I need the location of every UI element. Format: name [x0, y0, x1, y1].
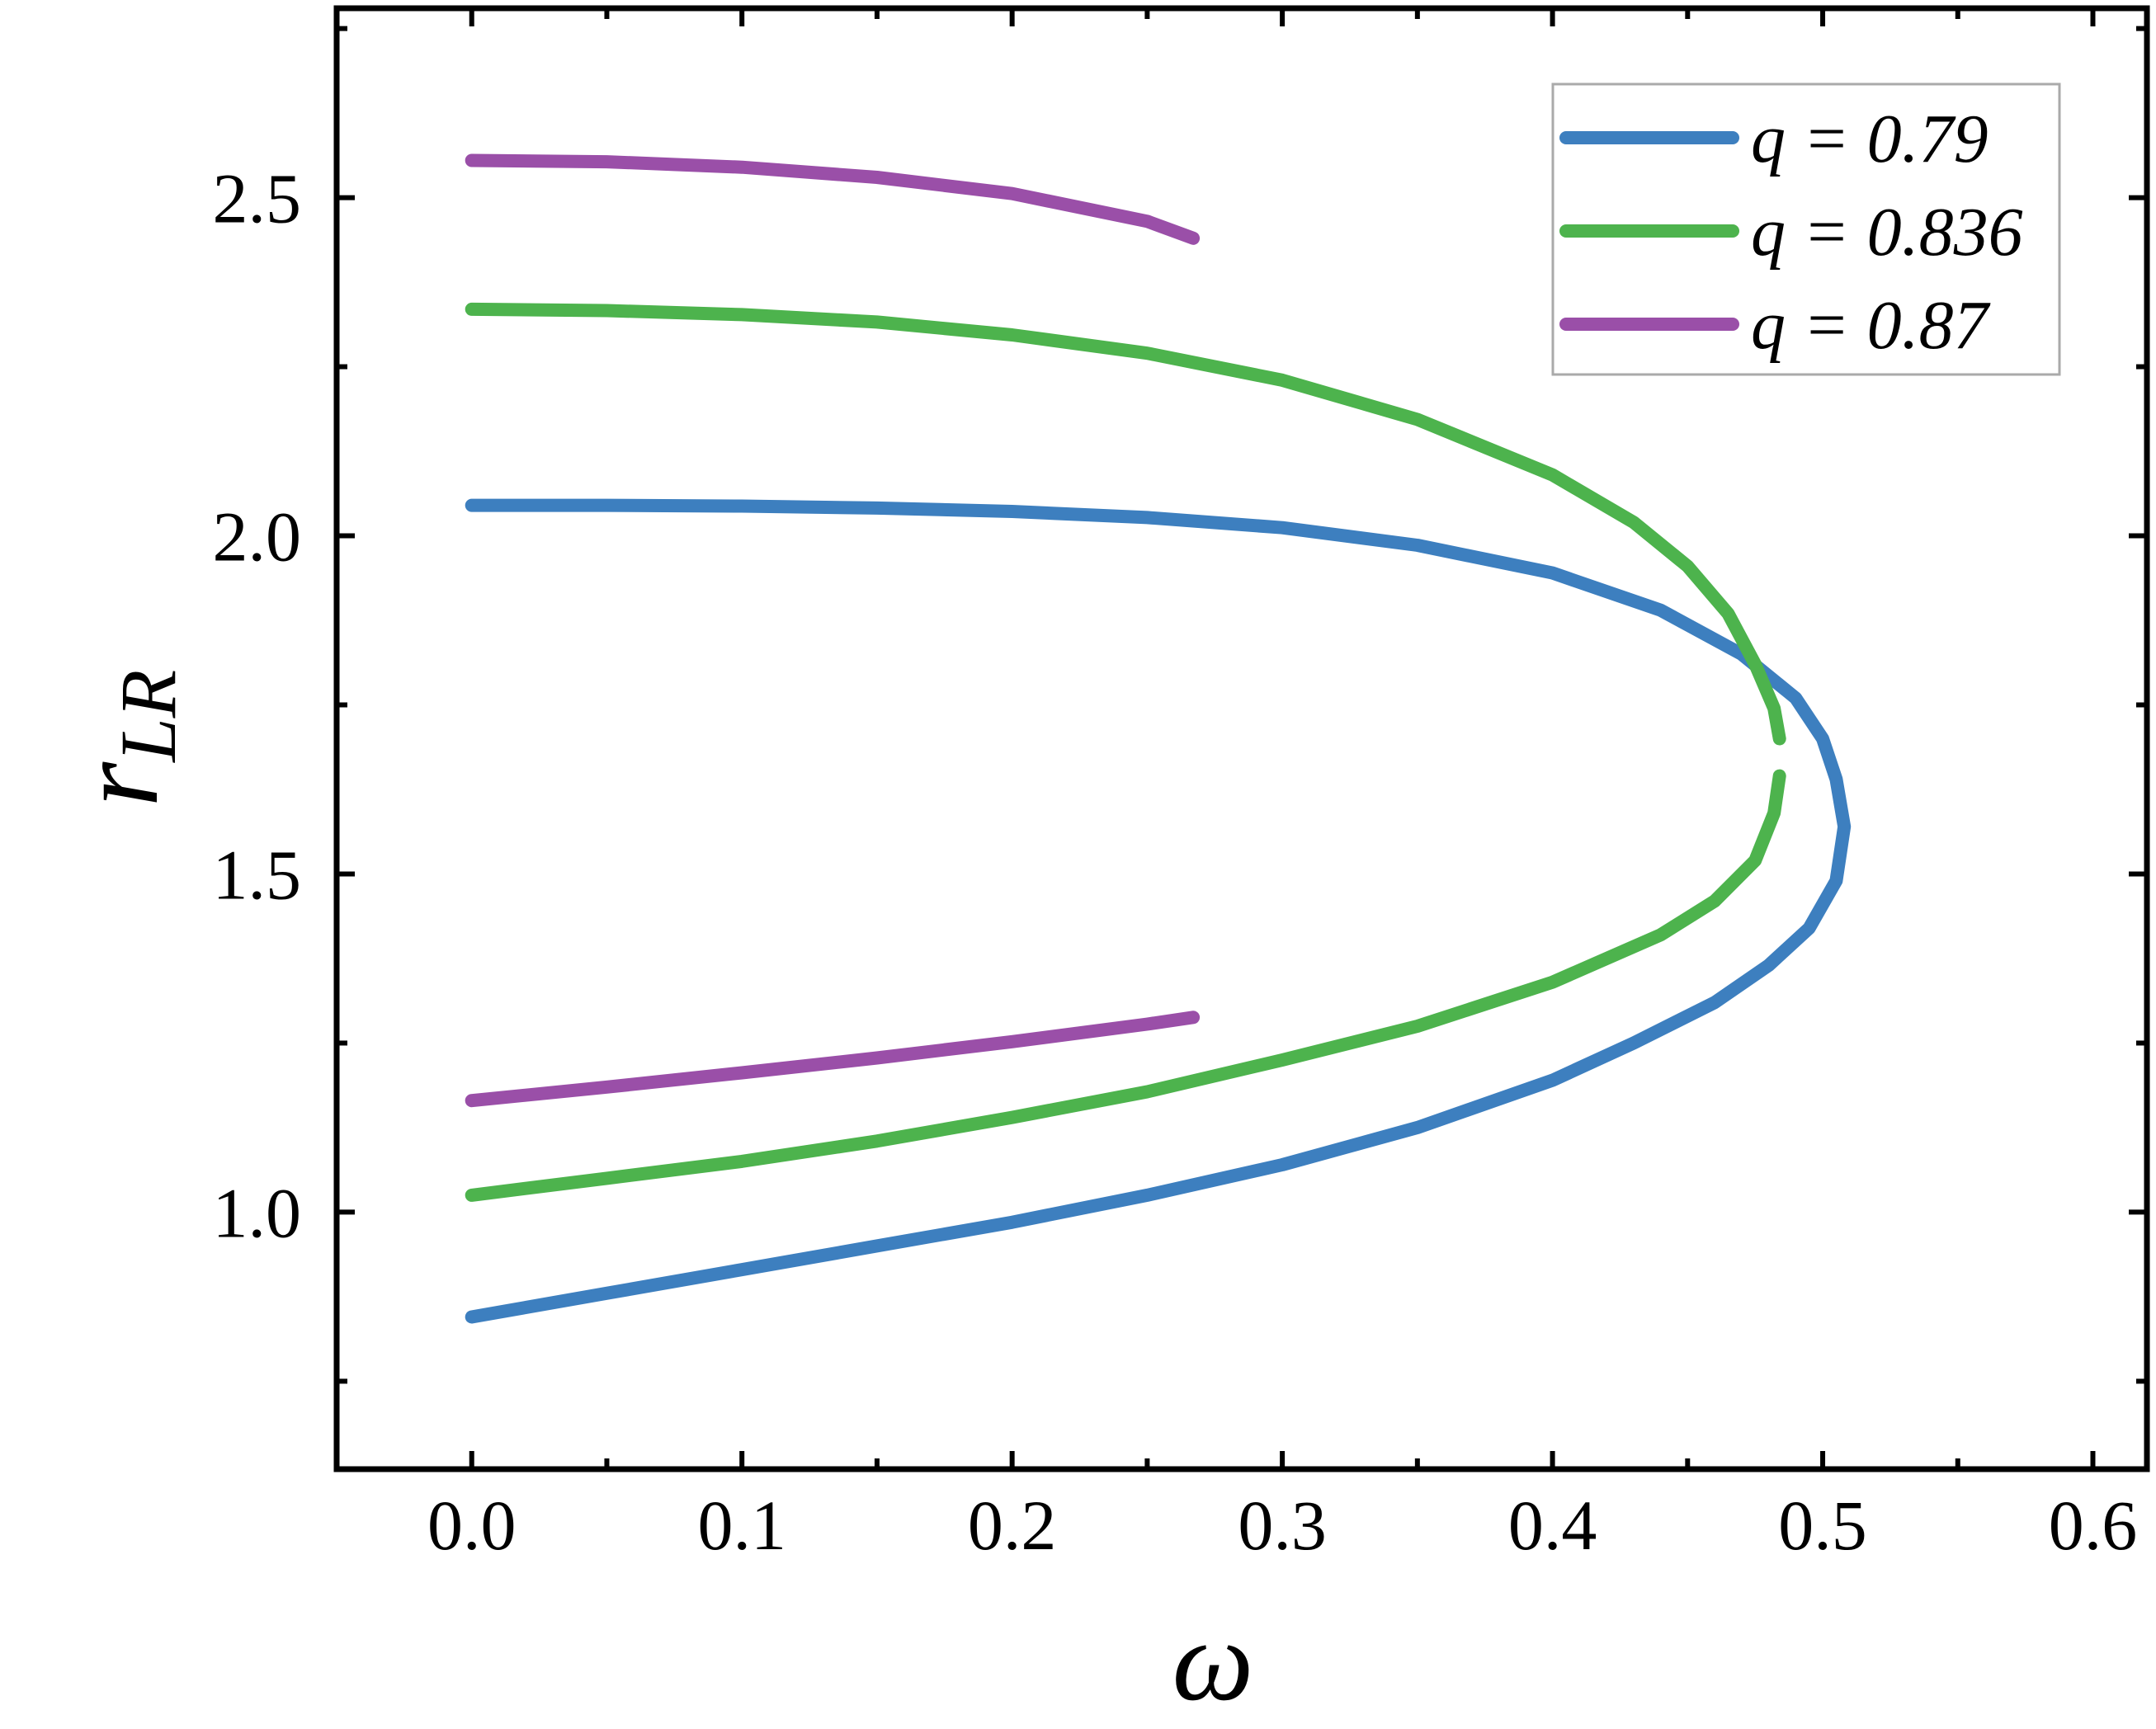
legend: q = 0.79 q = 0.836 q = 0.87: [1551, 82, 2061, 376]
series-3-line-2: [465, 1011, 1201, 1108]
x-tick-label: 0.3: [1238, 1486, 1327, 1565]
y-tick-label: 1.5: [213, 835, 302, 914]
legend-entries: q = 0.79 q = 0.836 q = 0.87: [1559, 101, 2023, 364]
x-tick-label: 0.0: [427, 1486, 517, 1565]
x-tick-label: 0.5: [1778, 1486, 1867, 1565]
x-tick-label: 0.1: [697, 1486, 786, 1565]
series-1: [465, 498, 1852, 1324]
y-tick-label: 2.5: [213, 159, 302, 238]
series-1-line-1: [465, 498, 1852, 1324]
legend-label-3: q = 0.87: [1751, 287, 1991, 364]
plot-frame: [333, 5, 2150, 1472]
y-axis-title-main: r: [54, 761, 182, 807]
series-2: [465, 302, 1786, 1202]
legend-label-2: q = 0.836: [1751, 194, 2023, 271]
ticks-layer: 0.0 0.1 0.2 0.3 0.4 0.5 0.6 1.0 1.5 2.0 2.5: [213, 8, 2147, 1565]
y-axis-title-sub: LR: [104, 670, 192, 764]
y-tick-label: 2.0: [213, 497, 302, 577]
series-3: [465, 153, 1201, 1108]
legend-label-1: q = 0.79: [1751, 101, 1989, 177]
series-2-line-1: [465, 302, 1786, 746]
x-tick-label: 0.6: [2049, 1486, 2138, 1565]
y-axis-title: rLR: [54, 670, 192, 808]
x-axis-title: ω: [1172, 1597, 1254, 1725]
y-tick-label: 1.0: [213, 1173, 302, 1252]
series-layer: [465, 153, 1852, 1324]
x-tick-label: 0.4: [1508, 1486, 1597, 1565]
series-3-line-1: [465, 153, 1201, 245]
svg-text:rLR: rLR: [54, 670, 192, 808]
x-tick-label: 0.2: [968, 1486, 1057, 1565]
series-2-line-2: [465, 769, 1786, 1202]
